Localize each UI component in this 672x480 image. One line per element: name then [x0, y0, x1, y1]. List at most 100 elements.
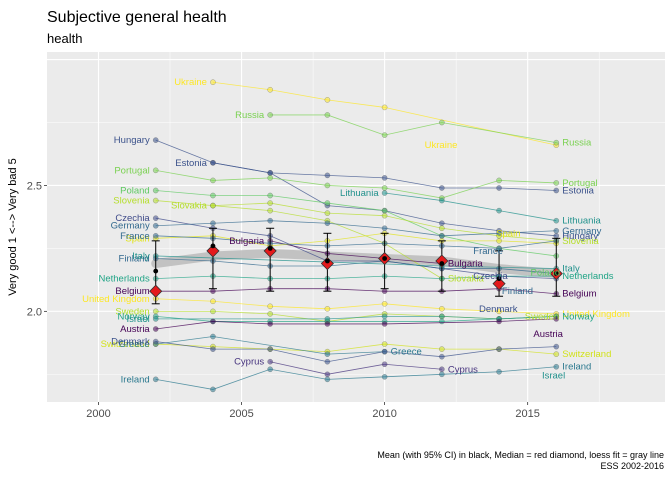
- label-start-israel: Israel: [126, 314, 149, 325]
- series-point-denmark: [210, 346, 216, 352]
- label-start-bulgaria: Bulgaria: [229, 236, 265, 247]
- series-point-israel: [381, 313, 388, 320]
- series-russia: [267, 112, 560, 146]
- series-point-ukraine: [381, 104, 388, 111]
- series-line-switzerland: [155, 343, 557, 355]
- label-start-belgium: Belgium: [115, 286, 149, 297]
- series-point-russia: [381, 132, 388, 138]
- series-point-denmark: [381, 348, 388, 355]
- series-point-denmark: [152, 338, 159, 345]
- series-line-cyprus: [270, 361, 442, 375]
- series-point-united-kingdom: [438, 305, 445, 312]
- label-end-slovenia: Slovenia: [562, 236, 599, 247]
- series-line-ireland: [155, 366, 557, 390]
- series-line-israel: [155, 315, 557, 320]
- series-point-austria: [553, 316, 560, 322]
- series-point-sweden: [152, 308, 159, 315]
- label-start-united-kingdom: United Kingdom: [82, 294, 150, 305]
- series-point-portugal: [324, 182, 331, 189]
- series-point-cyprus: [438, 366, 445, 373]
- series-point-united-kingdom: [324, 305, 331, 312]
- series-point-portugal: [496, 177, 502, 184]
- label-start-switzerland: Switzerland: [101, 339, 150, 350]
- x-axis-ticks: 2000 2005 2010 2015: [86, 402, 540, 420]
- series-point-spain: [496, 237, 502, 244]
- label-end-italy: Italy: [562, 264, 580, 275]
- series-point-russia: [553, 139, 560, 146]
- series-point-switzerland: [381, 341, 388, 347]
- label-end-cyprus: Cyprus: [448, 364, 478, 375]
- label-end-hungary: Hungary: [562, 231, 598, 242]
- label-end-belgium: Belgium: [562, 289, 596, 300]
- series-point-portugal: [267, 175, 274, 181]
- x-tick-label: 2005: [229, 408, 253, 420]
- series-point-ireland: [496, 368, 502, 375]
- label-start-austria: Austria: [120, 324, 150, 335]
- y-tick-label: 2.0: [27, 306, 42, 318]
- series-line-germany: [155, 220, 557, 237]
- series-point-germany: [152, 222, 159, 229]
- series-lithuania: [381, 190, 560, 224]
- series-point-hungary: [438, 220, 445, 227]
- label-end-denmark: Denmark: [479, 304, 518, 315]
- median-diamond: [263, 244, 277, 258]
- series-point-greece: [324, 351, 331, 358]
- series-line-portugal: [155, 169, 557, 199]
- caption-line-1: Mean (with 95% CI) in black, Median = re…: [377, 450, 664, 460]
- label-start-russia: Russia: [235, 110, 265, 121]
- series-point-greece: [210, 333, 216, 340]
- label-end-netherlands: Netherlands: [562, 271, 613, 282]
- series-point-israel: [324, 316, 331, 322]
- label-end-united-kingdom: United Kingdom: [562, 309, 630, 320]
- label-end-greece: Greece: [391, 347, 422, 358]
- series-greece: [152, 333, 388, 358]
- series-germany: [152, 217, 560, 239]
- mean-point: [496, 276, 502, 282]
- label-end-norway: Norway: [562, 311, 594, 322]
- mean-point: [382, 256, 388, 261]
- series-point-austria: [381, 321, 388, 327]
- series-point-estonia: [553, 187, 560, 194]
- country-labels: Ukraine Ukraine Russia Russia Hungary Hungary…: [82, 77, 630, 385]
- label-start-greece: Greece: [119, 339, 150, 350]
- series-point-united-kingdom: [381, 300, 388, 307]
- label-end-portugal: Portugal: [562, 178, 597, 189]
- label-start-poland: Poland: [120, 185, 150, 196]
- series-line-norway: [155, 315, 557, 322]
- series-point-estonia: [438, 185, 445, 191]
- series-point-ireland: [210, 386, 216, 393]
- series-point-israel: [438, 313, 445, 320]
- series-line-united-kingdom: [155, 298, 557, 315]
- label-end-austria: Austria: [533, 329, 563, 340]
- series-point-slovenia: [267, 200, 274, 206]
- series-point-belgium: [210, 288, 216, 295]
- label-end-ukraine: Ukraine: [425, 140, 458, 151]
- series-point-lithuania: [496, 207, 502, 214]
- series-point-poland: [381, 207, 388, 214]
- series-point-portugal: [553, 180, 560, 186]
- series-point-ireland: [553, 363, 560, 370]
- series-point-estonia: [324, 172, 331, 179]
- median-diamond: [206, 244, 220, 258]
- label-end-israel: Israel: [542, 371, 565, 382]
- series-line-lithuania: [384, 192, 557, 222]
- label-start-czechia: Czechia: [115, 213, 150, 224]
- series-point-slovenia: [438, 225, 445, 232]
- series-point-ireland: [324, 376, 331, 383]
- series-point-estonia: [210, 159, 216, 166]
- series-point-ukraine: [210, 79, 216, 86]
- series-cyprus: [267, 358, 445, 378]
- label-start-lithuania: Lithuania: [340, 188, 379, 199]
- series-line-spain: [155, 232, 557, 247]
- series-point-united-kingdom: [210, 298, 216, 305]
- series-point-estonia: [381, 175, 388, 181]
- label-start-portugal: Portugal: [114, 165, 149, 176]
- series-point-ireland: [152, 376, 159, 383]
- label-end-slovakia: Slovakia: [448, 274, 485, 285]
- label-start-france: France: [120, 231, 150, 242]
- series-point-hungary: [553, 232, 560, 239]
- series-point-germany: [496, 230, 502, 237]
- series-point-austria: [210, 318, 216, 325]
- series-line-poland: [155, 190, 557, 257]
